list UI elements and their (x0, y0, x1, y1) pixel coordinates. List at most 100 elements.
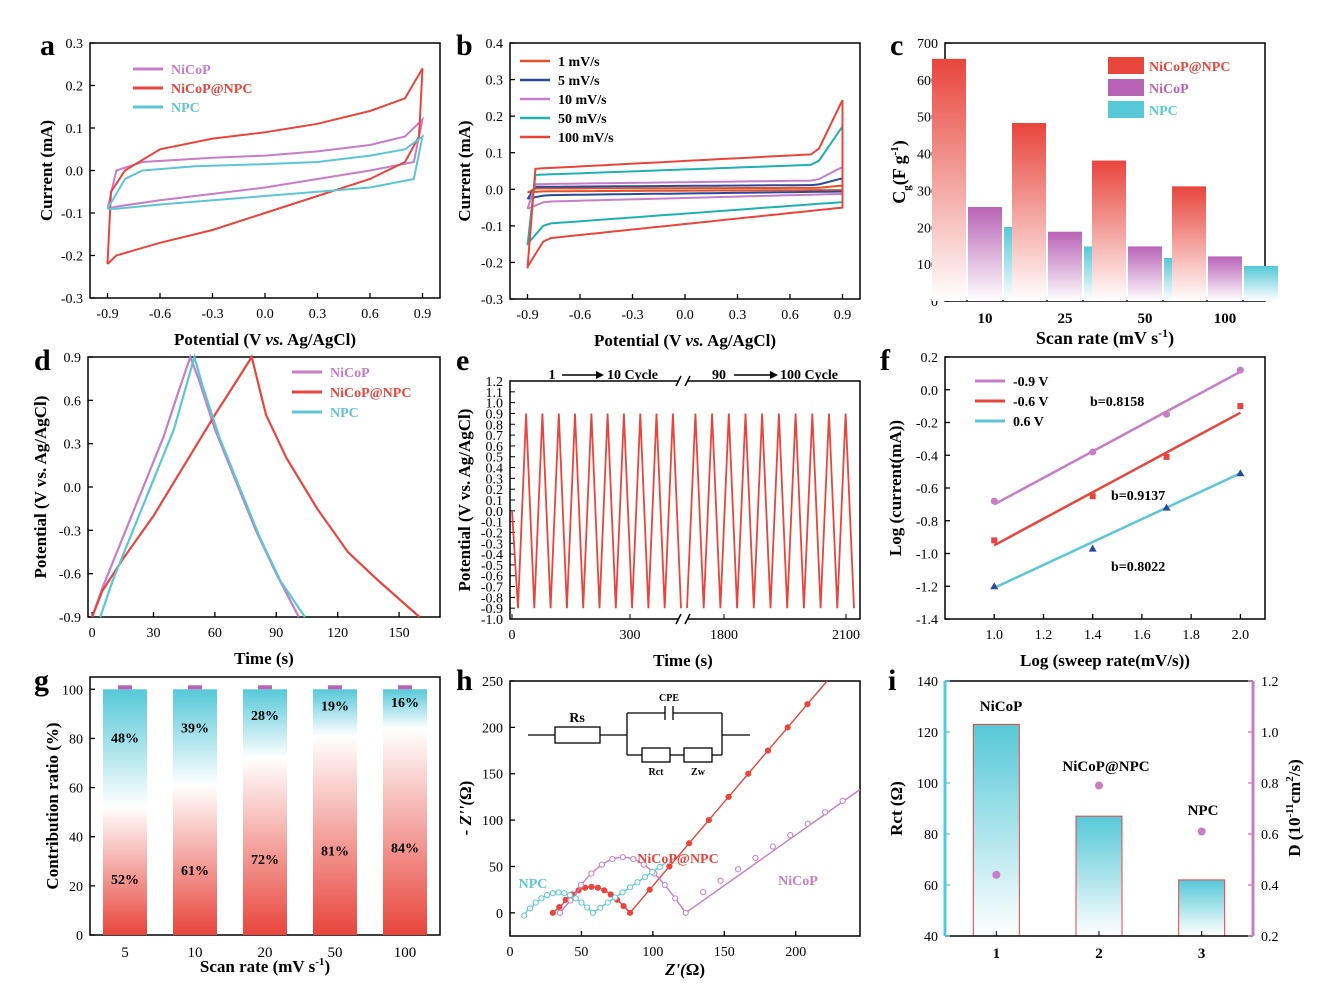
x-tick-label: 0 (509, 628, 516, 643)
data-point (549, 890, 556, 897)
data-point (990, 497, 998, 505)
data-point (584, 904, 591, 911)
x-tick-label: 1.2 (1035, 628, 1053, 643)
x-tick-label: 300 (620, 628, 641, 643)
x-axis-label: Log (sweep rate(mV/s)) (1020, 651, 1190, 670)
y-axis-label: Log (current(mA)) (886, 420, 905, 556)
annotation: NiCoP (778, 874, 818, 889)
y-tick-label: -0.3 (481, 537, 503, 552)
data-point (769, 843, 776, 850)
x-tick-label: 0.3 (309, 307, 327, 322)
data-point (538, 895, 545, 902)
plot-frame (509, 680, 861, 937)
data-point (589, 909, 596, 916)
x-tick-label: 0 (507, 945, 514, 960)
data-point (634, 879, 641, 886)
panel-letter: i (888, 664, 896, 697)
resistor-rct (641, 747, 671, 763)
data-point (649, 868, 656, 876)
y-tick-label: -1.0 (916, 548, 938, 563)
circuit-label: Zw (691, 767, 706, 778)
x-axis-label: Scan rate (mV s-1) (1036, 326, 1174, 349)
annotation: b=0.9137 (1111, 489, 1165, 504)
error-cap (118, 685, 132, 690)
annotation-arrowhead (770, 371, 778, 379)
x-tick-label: 0.6 (361, 307, 379, 322)
bar-segment (383, 728, 427, 935)
y-tick-label: -1.0 (481, 613, 503, 628)
legend-label: 10 mV/s (558, 93, 607, 108)
data-point (686, 840, 693, 847)
bar (1012, 122, 1046, 301)
data-point (561, 890, 568, 897)
data-point (839, 797, 846, 804)
data-point (1237, 403, 1244, 410)
data-point (1089, 493, 1096, 500)
y-tick-label: 1.2 (1261, 675, 1279, 690)
data-label: 48% (111, 731, 139, 746)
y-tick-label: 120 (917, 726, 938, 741)
gcd-curve (99, 352, 306, 618)
axis-break (678, 377, 688, 385)
data-label: 16% (391, 696, 419, 711)
x-tick-label: 100 (642, 945, 663, 960)
legend-label: NiCoP (330, 366, 370, 381)
annotation: b=0.8022 (1111, 560, 1165, 575)
data-label: 39% (181, 721, 209, 736)
y-tick-label: -0.2 (481, 256, 503, 271)
data-point (601, 887, 608, 894)
data-point (804, 701, 811, 708)
y-tick-label: -0.4 (481, 548, 503, 563)
legend-label: 50 mV/s (558, 112, 607, 127)
data-point (787, 832, 794, 839)
x-axis-label: Time (s) (234, 649, 294, 668)
data-point (1197, 827, 1206, 836)
data-label: 52% (111, 873, 139, 888)
y-tick-label: 0.6 (486, 440, 504, 455)
y-tick-label: 0.0 (64, 481, 82, 496)
bar-segment (103, 689, 147, 808)
data-point (532, 899, 539, 906)
y-tick-label: -0.6 (481, 570, 503, 585)
legend-label: NiCoP (171, 63, 211, 78)
y-tick-label: 0.3 (64, 438, 82, 453)
x-tick-label: 0.9 (834, 308, 852, 323)
x-tick-label: 25 (1058, 311, 1073, 327)
data-point (567, 897, 574, 904)
x-tick-label: -0.9 (96, 307, 118, 322)
y-tick-label: 0.6 (64, 394, 82, 409)
y-axis-label: Contribution ratio (%) (43, 722, 62, 889)
data-point (619, 889, 626, 896)
panel-h: h 0 50 100 150 200 250 0 50 100 150 200 NiCoP@NPC NiC… (456, 664, 861, 979)
y-tick-label: -0.1 (61, 207, 83, 222)
y-tick-label: 0.2 (921, 351, 939, 366)
y-tick-label: -0.2 (481, 526, 503, 541)
y-axis-label: Potential (V vs. Ag/AgCl) (455, 409, 474, 592)
panel-i: i 1 2 3 NiCoP NiCoP@NPC NPC 40 60 80 100 120 140 0.2 0… (887, 664, 1304, 962)
data-point (521, 912, 528, 919)
annotation: 10 Cycle (607, 368, 658, 383)
data-point (594, 884, 601, 891)
error-cap (188, 685, 202, 690)
x-axis-label: Time (s) (653, 651, 713, 670)
legend-label: 5 mV/s (558, 74, 600, 89)
x-tick-label: -0.6 (149, 307, 171, 322)
y-tick-label: 40 (69, 831, 83, 846)
y-tick-label: 0 (76, 929, 83, 944)
data-point (1162, 503, 1171, 511)
axis-break-mark (675, 375, 682, 387)
y-tick-label: -0.2 (916, 417, 938, 432)
data-label: 61% (181, 864, 209, 879)
data-point (556, 909, 564, 916)
y-tick-label: 60 (924, 879, 938, 894)
y-axis-label: - Z''(Ω) (456, 781, 475, 836)
x-tick-label: 50 (328, 945, 343, 961)
panel-d: d -0.9 -0.6 -0.3 0.0 0.3 0.6 0.9 0 30 60 90 120 150 Ni… (31, 344, 441, 668)
bar-label: NPC (1188, 803, 1219, 819)
y-tick-label: -0.2 (61, 250, 83, 265)
error-cap (328, 685, 342, 690)
panel-letter: e (456, 344, 469, 377)
gcd-curve (91, 354, 421, 618)
panel-letter: b (456, 29, 473, 62)
x-tick-label: 10 (978, 311, 993, 327)
